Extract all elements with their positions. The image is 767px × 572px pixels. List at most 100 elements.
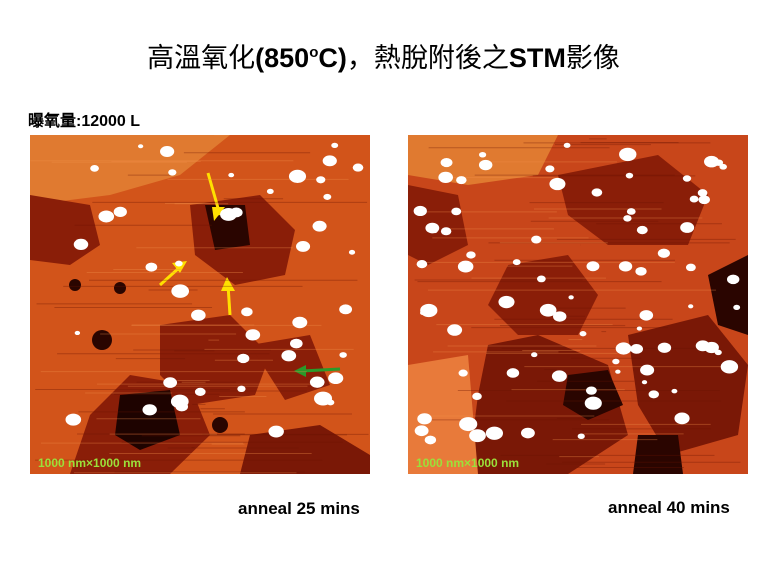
particle xyxy=(478,159,493,171)
particle xyxy=(438,171,453,184)
particle xyxy=(163,377,178,388)
particle xyxy=(568,295,574,300)
pit xyxy=(160,315,270,405)
particle xyxy=(451,207,462,216)
arrow xyxy=(301,367,341,373)
pit xyxy=(633,435,683,474)
pit xyxy=(558,155,708,245)
pit xyxy=(92,330,112,350)
particle xyxy=(440,227,452,236)
particle xyxy=(469,429,486,443)
pit xyxy=(212,417,228,433)
particle xyxy=(630,344,644,354)
particle xyxy=(552,311,567,322)
particle xyxy=(498,295,515,309)
particle xyxy=(145,262,158,272)
arrow xyxy=(158,265,182,287)
scale-label: 1000 nm×1000 nm xyxy=(38,456,141,470)
particle xyxy=(697,189,708,197)
particle xyxy=(577,433,585,440)
particle xyxy=(323,193,332,200)
particle xyxy=(671,388,678,394)
particle xyxy=(457,260,474,273)
particle xyxy=(612,358,620,365)
particle xyxy=(296,240,311,252)
particle xyxy=(586,261,600,272)
particle xyxy=(682,175,692,182)
particle xyxy=(316,176,326,184)
scale-label: 1000 nm×1000 nm xyxy=(416,456,519,470)
particle xyxy=(424,435,437,445)
particle xyxy=(615,342,632,355)
particle xyxy=(312,220,327,232)
particle xyxy=(619,147,637,162)
particle xyxy=(229,207,243,218)
particle xyxy=(674,412,690,425)
particle xyxy=(458,369,468,377)
particle xyxy=(331,142,339,149)
particle xyxy=(245,329,261,341)
particle xyxy=(90,165,99,172)
particle xyxy=(241,307,253,317)
particle xyxy=(339,304,353,315)
particle xyxy=(485,426,504,440)
particle xyxy=(352,163,364,172)
pit xyxy=(69,279,81,291)
pit xyxy=(114,282,126,294)
particle xyxy=(625,172,634,179)
particle xyxy=(714,159,724,166)
particle xyxy=(531,235,542,244)
title-text: (850 xyxy=(255,43,310,73)
particle xyxy=(551,370,567,382)
particle xyxy=(459,417,478,432)
particle xyxy=(618,261,633,272)
particle xyxy=(479,151,487,158)
particle xyxy=(520,427,535,439)
particle xyxy=(536,275,546,283)
particle xyxy=(73,238,89,250)
title-text: 影像 xyxy=(565,43,620,74)
pit xyxy=(708,255,748,335)
particle xyxy=(74,330,81,336)
particle xyxy=(635,267,647,276)
particle xyxy=(328,372,344,385)
particle xyxy=(281,350,297,362)
particle xyxy=(416,260,428,269)
particle xyxy=(657,342,672,353)
upper-terrace xyxy=(30,135,230,205)
particle xyxy=(413,205,427,217)
particle xyxy=(237,353,250,364)
particle xyxy=(579,331,587,337)
particle xyxy=(420,303,438,318)
particle xyxy=(623,215,632,222)
particle xyxy=(689,195,699,203)
particle xyxy=(175,260,183,267)
particle xyxy=(648,390,659,399)
particle xyxy=(539,303,557,317)
particle xyxy=(447,324,463,336)
pit xyxy=(250,335,330,400)
particle xyxy=(640,364,655,376)
particle xyxy=(326,399,335,406)
particle xyxy=(175,401,189,412)
pit xyxy=(488,255,598,335)
particle xyxy=(636,326,643,331)
particle xyxy=(160,146,175,157)
particle xyxy=(545,165,555,173)
pit xyxy=(240,425,370,474)
particle xyxy=(641,380,648,385)
particle xyxy=(727,274,740,285)
particle xyxy=(685,263,696,272)
particle xyxy=(309,376,325,388)
particle xyxy=(414,425,429,437)
image-caption: anneal 25 mins xyxy=(238,499,360,518)
particle xyxy=(142,404,157,416)
particle xyxy=(237,385,246,393)
title-superscript: o xyxy=(309,44,319,61)
particle xyxy=(626,208,636,215)
pit xyxy=(563,370,623,420)
particle xyxy=(417,413,432,425)
title-text: STM xyxy=(508,43,566,73)
particle xyxy=(512,259,521,266)
